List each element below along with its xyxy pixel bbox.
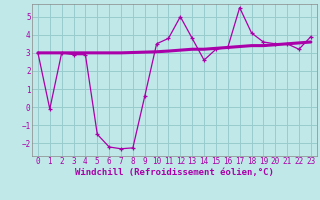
X-axis label: Windchill (Refroidissement éolien,°C): Windchill (Refroidissement éolien,°C) [75, 168, 274, 177]
